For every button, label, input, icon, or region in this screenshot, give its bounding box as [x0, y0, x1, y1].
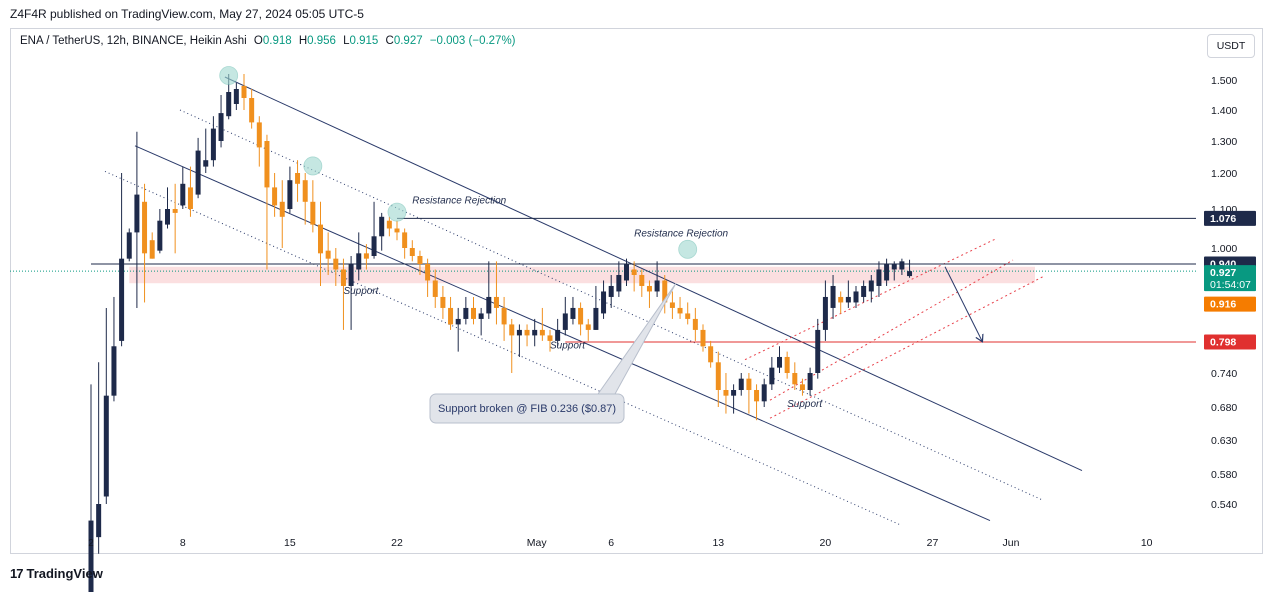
low-label: L	[343, 35, 350, 47]
tradingview-logo-icon: 17	[10, 566, 24, 581]
low-value: 0.915	[349, 35, 379, 47]
brand-name: TradingView	[26, 566, 103, 581]
high-value: 0.956	[307, 35, 336, 47]
close-value: 0.927	[393, 35, 423, 47]
open-label: O	[253, 35, 263, 47]
high-label: H	[298, 35, 308, 47]
chart-frame	[10, 28, 1263, 554]
publisher-line: Z4F4R published on TradingView.com, May …	[10, 7, 364, 21]
currency-button[interactable]: USDT	[1207, 34, 1255, 58]
symbol-title: ENA / TetherUS, 12h, BINANCE, Heikin Ash…	[20, 35, 247, 47]
close-label: C	[385, 35, 394, 47]
change-value: −0.003 (−0.27%)	[429, 35, 516, 47]
tradingview-brand[interactable]: 17 TradingView	[10, 566, 103, 581]
open-value: 0.918	[262, 35, 292, 47]
symbol-header: ENA / TetherUS, 12h, BINANCE, Heikin Ash…	[20, 35, 516, 47]
